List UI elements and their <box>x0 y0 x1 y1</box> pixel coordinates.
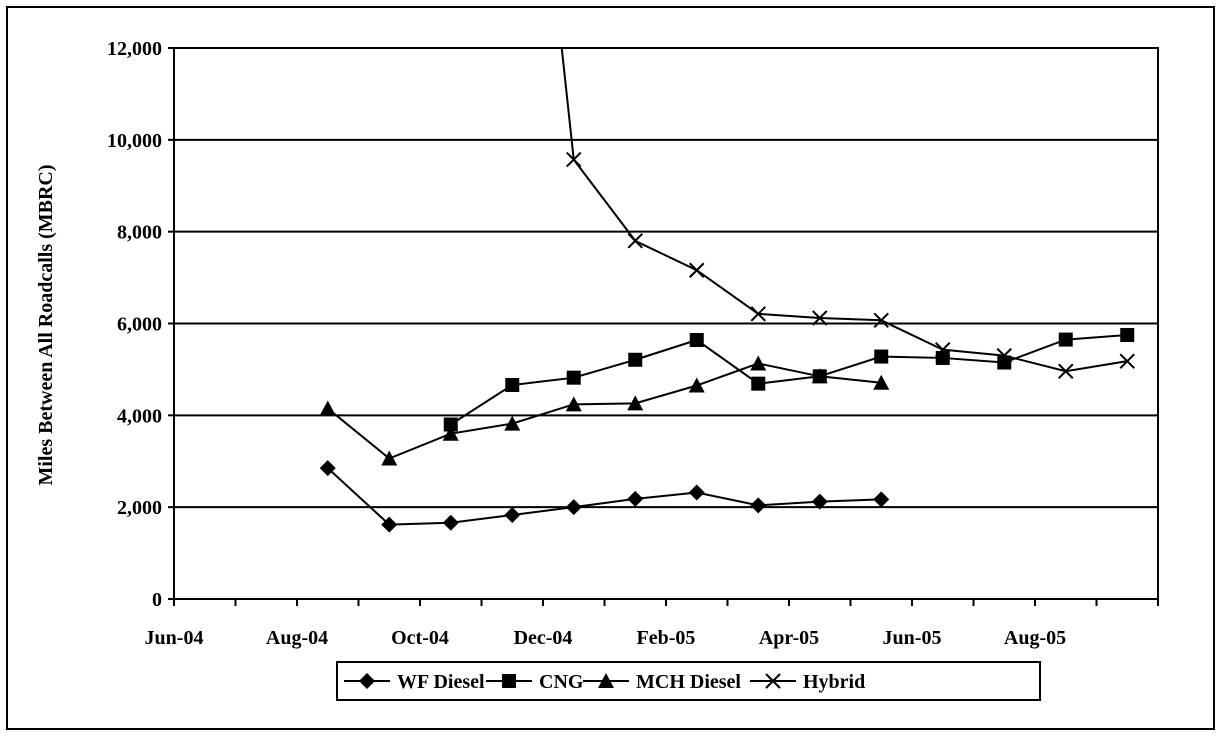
data-point-cng <box>751 376 766 391</box>
y-tick-label: 12,000 <box>107 38 162 60</box>
legend-label-hybrid: Hybrid <box>803 671 865 693</box>
x-tick-label: Dec-04 <box>514 627 573 649</box>
data-point-cng <box>1058 332 1073 347</box>
data-point-cng <box>443 417 458 432</box>
legend-entry-hybrid: Hybrid <box>750 671 865 693</box>
data-point-mch-diesel <box>750 355 767 371</box>
x-tick-label: Oct-04 <box>391 627 449 649</box>
data-point-hybrid <box>812 310 828 326</box>
data-point-mch-diesel <box>442 425 459 441</box>
legend-label-wf-diesel: WF Diesel <box>397 671 485 693</box>
data-point-cng <box>1120 327 1135 342</box>
data-point-cng <box>874 349 889 364</box>
data-point-mch-diesel <box>381 450 398 466</box>
data-point-cng <box>505 378 520 393</box>
y-tick-label: 10,000 <box>107 130 162 152</box>
data-point-mch-diesel <box>565 396 582 412</box>
data-point-wf-diesel <box>319 460 336 477</box>
x-tick-label: Feb-05 <box>637 627 696 649</box>
legend-entry-mch-diesel: MCH Diesel <box>583 671 741 693</box>
data-point-hybrid <box>627 233 643 249</box>
data-point-mch-diesel <box>627 395 644 411</box>
y-axis-title: Miles Between All Roadcalls (MBRC) <box>35 164 57 485</box>
data-point-wf-diesel <box>565 499 582 516</box>
data-point-mch-diesel <box>873 374 890 390</box>
y-tick-label: 4,000 <box>117 405 162 427</box>
data-point-hybrid <box>935 341 951 358</box>
data-point-wf-diesel <box>504 506 521 523</box>
legend-marker-mch-diesel <box>598 673 614 688</box>
axes: 0 2,000 4,000 6,000 8,000 10,000 12,000 Jun-04 A… <box>107 38 1159 649</box>
data-point-mch-diesel <box>319 400 336 416</box>
data-point-hybrid <box>1119 353 1135 369</box>
x-tick-label: Apr-05 <box>759 627 819 649</box>
data-point-wf-diesel <box>442 514 459 531</box>
data-point-cng <box>689 333 704 348</box>
data-point-wf-diesel <box>873 491 890 508</box>
y-tick-label: 8,000 <box>117 222 162 244</box>
data-point-wf-diesel <box>627 490 644 507</box>
x-tick-label: Aug-05 <box>1004 627 1066 649</box>
legend-marker-hybrid <box>765 673 781 689</box>
data-point-wf-diesel <box>688 484 705 501</box>
data-point-wf-diesel <box>381 516 398 533</box>
data-point-hybrid <box>1058 363 1074 379</box>
data-point-hybrid <box>996 347 1012 364</box>
data-point-wf-diesel <box>811 493 828 510</box>
legend-marker-cng <box>502 674 516 688</box>
data-point-hybrid <box>566 151 582 168</box>
series-line-wf-diesel <box>327 467 882 526</box>
data-point-hybrid <box>750 306 766 322</box>
series-hybrid <box>560 47 1135 379</box>
series-wf-diesel <box>319 460 890 533</box>
data-point-cng <box>566 370 581 385</box>
y-tick-label: 2,000 <box>117 497 162 519</box>
series-mch-diesel <box>319 355 890 466</box>
legend-entry-wf-diesel: WF Diesel <box>344 671 485 693</box>
x-tick-label: Jun-04 <box>145 627 204 649</box>
legend-marker-wf-diesel <box>359 673 375 689</box>
data-point-cng <box>628 352 643 367</box>
y-tick-label: 6,000 <box>117 314 162 336</box>
data-point-mch-diesel <box>811 368 828 384</box>
y-tick-label: 0 <box>152 589 162 611</box>
gridlines <box>174 47 1158 509</box>
series-group <box>319 47 1135 533</box>
data-point-hybrid <box>689 262 705 278</box>
data-point-hybrid <box>873 312 889 328</box>
legend-label-cng: CNG <box>539 671 584 693</box>
legend-label-mch-diesel: MCH Diesel <box>636 671 741 693</box>
data-point-cng <box>935 350 950 365</box>
x-tick-label: Aug-04 <box>266 627 328 649</box>
data-point-mch-diesel <box>688 377 705 393</box>
x-tick-label: Jun-05 <box>883 627 942 649</box>
legend-box <box>336 661 1041 701</box>
legend-entry-cng: CNG <box>486 671 584 693</box>
legend: WF Diesel CNG MCH Diesel Hybrid <box>336 661 1041 701</box>
data-point-wf-diesel <box>750 497 767 514</box>
data-point-mch-diesel <box>504 415 521 431</box>
series-line-mch-diesel <box>327 362 882 460</box>
